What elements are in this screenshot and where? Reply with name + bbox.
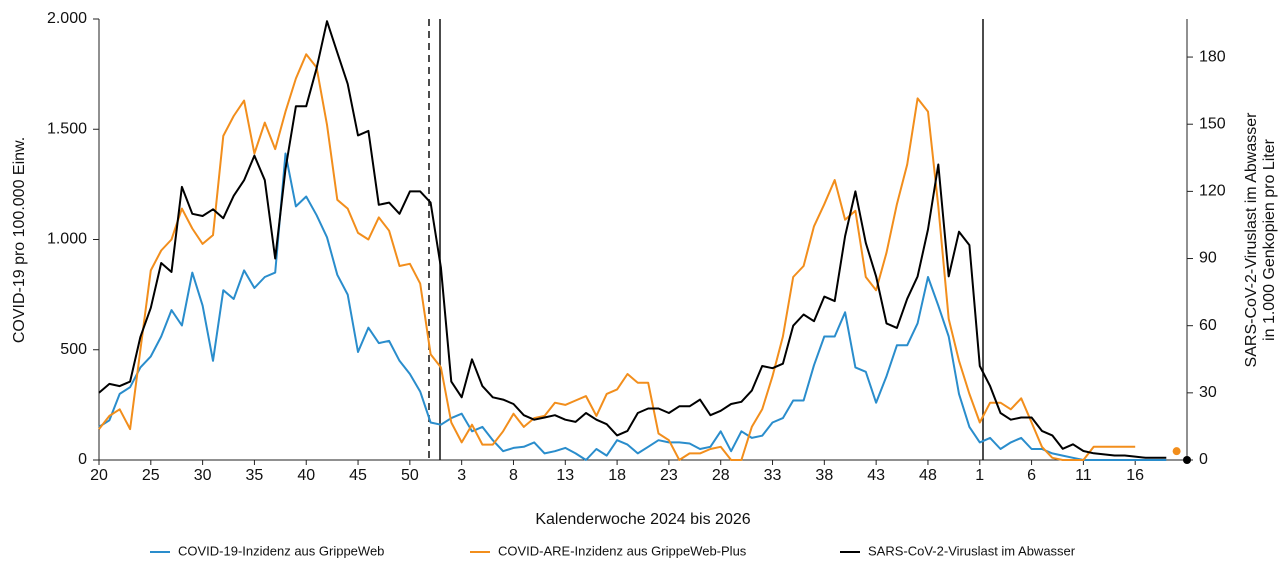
series-line <box>99 54 1177 460</box>
y2-tick-label: 150 <box>1199 115 1226 132</box>
legend-label: COVID-19-Inzidenz aus GrippeWeb <box>178 543 384 558</box>
y2-tick-label: 180 <box>1199 48 1226 65</box>
x-tick-label: 23 <box>660 467 678 484</box>
x-tick-label: 28 <box>712 467 730 484</box>
series-line <box>99 21 1187 460</box>
x-tick-label: 16 <box>1126 467 1144 484</box>
x-tick-label: 33 <box>764 467 782 484</box>
x-tick-label: 38 <box>815 467 833 484</box>
x-tick-label: 40 <box>297 467 315 484</box>
y2-tick-label: 30 <box>1199 384 1217 401</box>
x-tick-label: 25 <box>142 467 160 484</box>
x-tick-label: 8 <box>509 467 518 484</box>
x-tick-label: 43 <box>867 467 885 484</box>
x-tick-label: 30 <box>194 467 212 484</box>
y-tick-label: 2.000 <box>47 10 87 27</box>
y-tick-label: 1.500 <box>47 120 87 137</box>
y2-tick-label: 60 <box>1199 317 1217 334</box>
legend-label: SARS-CoV-2-Viruslast im Abwasser <box>868 543 1076 558</box>
x-tick-label: 20 <box>90 467 108 484</box>
x-tick-label: 35 <box>246 467 264 484</box>
y2-tick-label: 0 <box>1199 451 1208 468</box>
y-tick-label: 0 <box>78 451 87 468</box>
y2-tick-label: 120 <box>1199 183 1226 200</box>
x-tick-label: 1 <box>975 467 984 484</box>
y-axis-title: COVID-19 pro 100.000 Einw. <box>11 137 28 343</box>
x-tick-label: 18 <box>608 467 626 484</box>
plot-area <box>98 19 1188 461</box>
x-axis-title: Kalenderwoche 2024 bis 2026 <box>535 511 750 528</box>
x-tick-label: 6 <box>1027 467 1036 484</box>
legend-label: COVID-ARE-Inzidenz aus GrippeWeb-Plus <box>498 543 747 558</box>
x-tick-label: 45 <box>349 467 367 484</box>
legend: COVID-19-Inzidenz aus GrippeWeb COVID-ARE… <box>150 543 1076 558</box>
point <box>1183 456 1191 464</box>
x-tick-label: 3 <box>457 467 466 484</box>
y-tick-label: 500 <box>60 341 87 358</box>
x-tick-label: 48 <box>919 467 937 484</box>
x-tick-label: 13 <box>556 467 574 484</box>
x-tick-label: 11 <box>1075 467 1092 484</box>
x-tick-label: 50 <box>401 467 419 484</box>
series-line <box>98 152 1167 461</box>
y-tick-label: 1.000 <box>47 231 87 248</box>
y2-tick-label: 90 <box>1199 250 1217 267</box>
point <box>1172 447 1181 456</box>
y2-axis-title: SARS-CoV-2-Viruslast im Abwasser <box>1243 112 1260 368</box>
y2-axis-title: in 1.000 Genkopien pro Liter <box>1261 138 1278 341</box>
